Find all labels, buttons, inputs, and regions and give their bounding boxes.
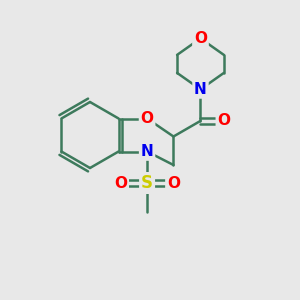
Text: N: N [141, 144, 154, 159]
Text: S: S [141, 174, 153, 192]
Text: O: O [114, 176, 127, 190]
Text: N: N [194, 82, 207, 97]
Text: O: O [194, 31, 207, 46]
Text: O: O [167, 176, 180, 190]
Text: O: O [218, 113, 230, 128]
Text: O: O [141, 111, 154, 126]
